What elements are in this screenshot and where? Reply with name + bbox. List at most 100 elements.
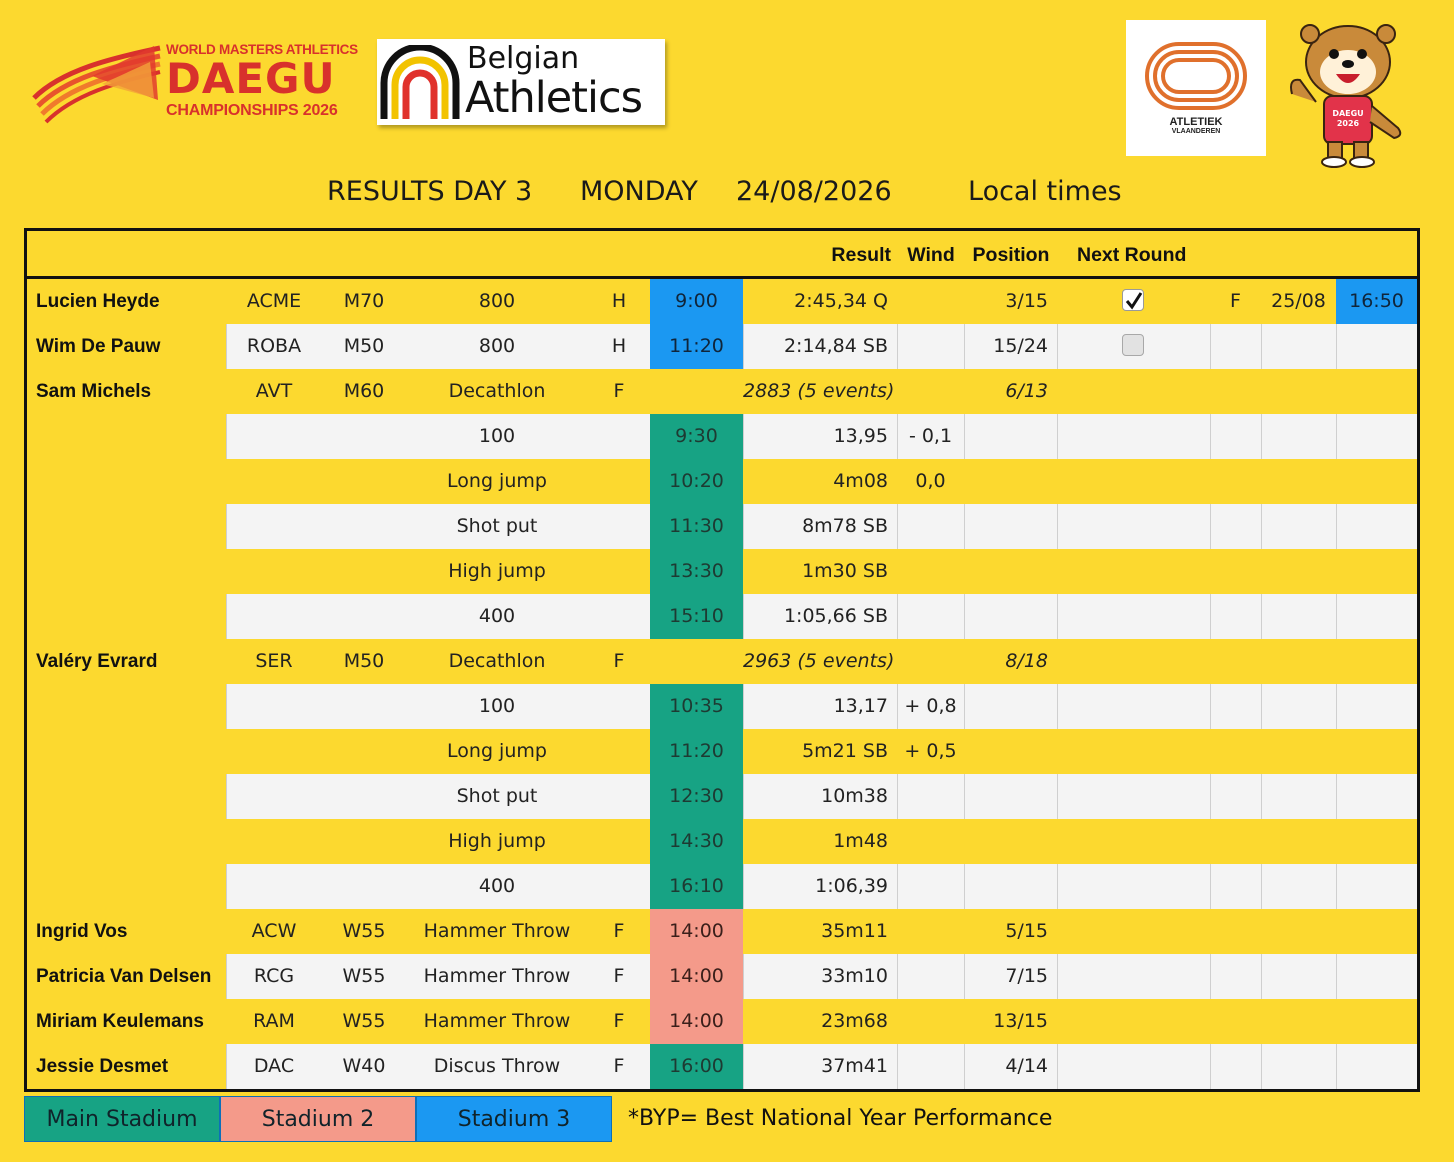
checkmark-icon (1125, 292, 1143, 310)
cell-wind (897, 999, 964, 1044)
cell-event: 400 (478, 875, 516, 897)
cell-next-time (1336, 459, 1417, 504)
cell-divider (743, 1044, 744, 1089)
cell-divider (1210, 864, 1211, 909)
cell-name: Patricia Van Delsen (36, 966, 212, 987)
cell-wind (897, 594, 964, 639)
cell-next-date (1261, 414, 1336, 459)
cell-position (964, 729, 1057, 774)
cell-result: 13,95 (833, 425, 888, 447)
cell-divider (1057, 324, 1058, 369)
cell-name: Wim De Pauw (36, 336, 161, 357)
cell-divider (897, 864, 898, 909)
cell-divider (226, 864, 227, 909)
cell-club (226, 504, 322, 549)
cell-position (964, 504, 1057, 549)
row-background (226, 774, 1417, 819)
table-row: 100 9:30 13,95 - 0,1 (27, 414, 1417, 459)
cell-divider (897, 954, 898, 999)
cell-cat (322, 549, 406, 594)
cell-event: Long jump (447, 740, 547, 762)
cell-cat (322, 504, 406, 549)
cell-time: 11:30 (650, 504, 743, 549)
cell-club (226, 594, 322, 639)
cell-cat (322, 774, 406, 819)
cell-divider (964, 594, 965, 639)
cell-next-date (1261, 369, 1336, 414)
cell-event: 800 (478, 290, 516, 312)
cell-name (27, 729, 226, 774)
next-round-checkbox[interactable] (1122, 289, 1144, 311)
cell-time: 10:35 (650, 684, 743, 729)
header-next-round: Next Round (1077, 244, 1187, 266)
cell-divider (1057, 684, 1058, 729)
daegu-track-icon (32, 45, 161, 124)
cell-next-date (1261, 504, 1336, 549)
cell-divider (964, 954, 965, 999)
cell-result: 13,17 (833, 695, 888, 717)
cell-wind: - 0,1 (908, 425, 953, 447)
cell-divider (743, 954, 744, 999)
cell-divider (743, 684, 744, 729)
cell-result: 1:06,39 (815, 875, 888, 897)
cell-divider (897, 1044, 898, 1089)
cell-next-time (1336, 774, 1417, 819)
cell-name (27, 864, 226, 909)
cell-next-date (1261, 729, 1336, 774)
cell-time (650, 369, 743, 414)
cell-position: 8/18 (1005, 650, 1048, 672)
header-wind: Wind (907, 244, 955, 266)
cell-time: 9:30 (650, 414, 743, 459)
cell-result: 35m11 (821, 920, 888, 942)
cell-wind (897, 774, 964, 819)
cell-divider (1336, 594, 1337, 639)
cell-divider (964, 504, 965, 549)
cell-next-round (1210, 639, 1261, 684)
cell-next-time (1336, 414, 1417, 459)
cell-divider (1210, 324, 1211, 369)
cell-wind (897, 324, 964, 369)
cell-next-time (1336, 684, 1417, 729)
cell-cat: W55 (342, 965, 386, 987)
cell-next-time (1336, 1044, 1417, 1089)
cell-divider (964, 864, 965, 909)
cell-round (588, 684, 650, 729)
cell-result: 8m78 SB (802, 515, 888, 537)
cell-event: Shot put (456, 515, 538, 537)
cell-name (27, 819, 226, 864)
legend-stadium-2: Stadium 2 (220, 1096, 416, 1142)
cell-next-date: 25/08 (1271, 290, 1326, 312)
cell-divider (897, 504, 898, 549)
cell-time: 12:30 (650, 774, 743, 819)
cell-next-round (1210, 909, 1261, 954)
cell-divider (743, 864, 744, 909)
mascot-image: DAEGU 2026 (1286, 18, 1410, 168)
cell-next-date (1261, 774, 1336, 819)
atletiek-vlaanderen-logo: ATLETIEK VLAANDEREN (1126, 20, 1266, 156)
cell-name (27, 414, 226, 459)
cell-round: H (611, 335, 627, 357)
cell-next-time (1336, 999, 1417, 1044)
cell-divider (226, 324, 227, 369)
cell-name (27, 549, 226, 594)
cell-event: 100 (478, 425, 516, 447)
table-row: High jump 14:30 1m48 (27, 819, 1417, 864)
cell-divider (1261, 684, 1262, 729)
cell-next-round (1210, 999, 1261, 1044)
date-title: 24/08/2026 (736, 176, 892, 207)
cell-club (226, 819, 322, 864)
cell-next-round (1210, 594, 1261, 639)
cell-club (226, 549, 322, 594)
next-round-checkbox[interactable] (1122, 334, 1144, 356)
cell-name (27, 774, 226, 819)
cell-divider (964, 1044, 965, 1089)
cell-wind (897, 504, 964, 549)
table-row: Long jump 11:20 5m21 SB + 0,5 (27, 729, 1417, 774)
cell-next-date (1261, 324, 1336, 369)
cell-club: ACME (246, 290, 302, 312)
cell-divider (1336, 684, 1337, 729)
cell-round (588, 414, 650, 459)
cell-time: 10:20 (650, 459, 743, 504)
cell-time: 15:10 (650, 594, 743, 639)
table-row: Long jump 10:20 4m08 0,0 (27, 459, 1417, 504)
